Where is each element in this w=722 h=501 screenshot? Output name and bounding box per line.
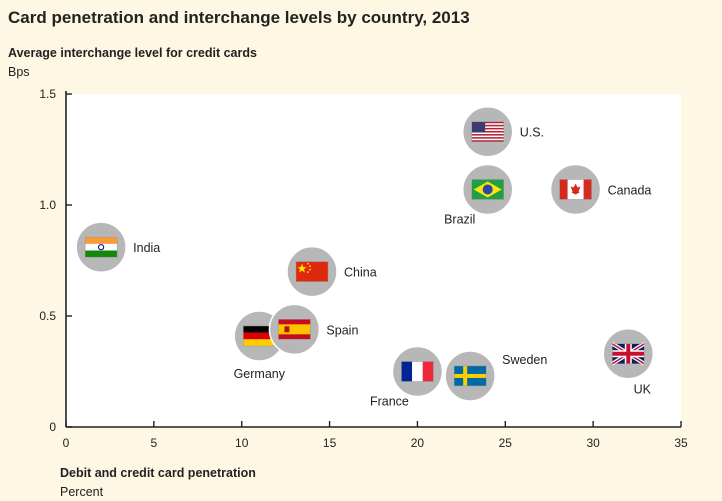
data-label-brazil: Brazil [444, 212, 475, 226]
data-point-france [391, 345, 444, 398]
sweden-flag-icon [453, 365, 487, 387]
data-label-canada: Canada [608, 183, 652, 197]
france-flag-icon [401, 361, 434, 382]
x-axis-unit: Percent [60, 485, 104, 499]
chart-title: Card penetration and interchange levels … [8, 8, 470, 27]
data-point-china [286, 245, 338, 298]
data-label-spain: Spain [326, 323, 358, 337]
us-flag-icon [471, 121, 504, 142]
data-label-france: France [370, 395, 409, 409]
data-point-uk [602, 327, 655, 380]
x-tick-label: 30 [586, 436, 600, 450]
data-label-india: India [133, 241, 160, 255]
data-point-sweden [444, 350, 496, 402]
plot-area [66, 94, 681, 427]
data-label-uk: UK [634, 383, 652, 397]
x-axis-label: Debit and credit card penetration [60, 466, 256, 480]
china-flag-icon [295, 261, 329, 282]
y-tick-label: 0.5 [39, 309, 56, 323]
canada-flag-icon [559, 179, 592, 200]
x-tick-label: 0 [63, 436, 70, 450]
y-axis-label: Average interchange level for credit car… [8, 46, 257, 60]
data-label-us: U.S. [520, 126, 544, 140]
x-tick-label: 15 [323, 436, 337, 450]
brazil-flag-icon [471, 179, 504, 200]
y-tick-label: 1.0 [39, 198, 56, 212]
data-label-germany: Germany [234, 367, 286, 381]
data-label-china: China [344, 266, 377, 280]
data-label-sweden: Sweden [502, 353, 547, 367]
x-tick-label: 35 [674, 436, 688, 450]
data-point-us [461, 105, 514, 158]
uk-flag-icon [611, 342, 646, 366]
y-axis-unit: Bps [8, 65, 30, 79]
x-tick-label: 5 [151, 436, 158, 450]
y-tick-label: 0 [49, 420, 56, 434]
x-tick-label: 25 [499, 436, 513, 450]
data-point-brazil [461, 163, 514, 216]
data-point-india [75, 221, 127, 273]
india-flag-icon [84, 236, 118, 258]
x-tick-label: 20 [411, 436, 425, 450]
y-tick-label: 1.5 [39, 87, 56, 101]
data-point-spain [268, 303, 321, 356]
x-tick-label: 10 [235, 436, 249, 450]
data-point-canada [549, 163, 602, 216]
spain-flag-icon [278, 319, 311, 340]
